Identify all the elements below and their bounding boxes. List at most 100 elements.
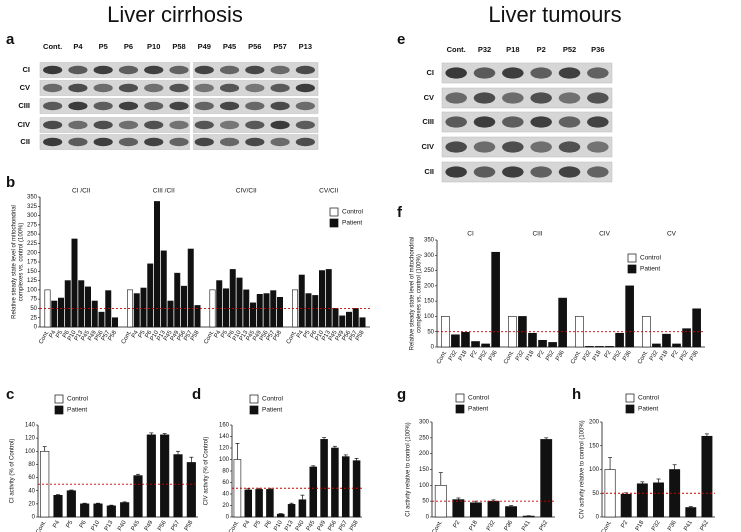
x-tick-label: P58 (184, 519, 195, 532)
blot-lane-label: P36 (591, 45, 604, 54)
x-tick-label: P18 (592, 349, 603, 362)
blot-lane-label: P13 (299, 42, 312, 51)
blot-band (270, 65, 290, 75)
blot-band (270, 120, 290, 130)
y-tick-label: 0 (34, 325, 38, 331)
bar (522, 515, 535, 518)
blot-row-label: CII (20, 137, 30, 146)
x-tick-label: P4 (213, 329, 222, 339)
y-tick-label: 80 (222, 469, 229, 475)
legend-label: Control (262, 396, 284, 403)
bar (320, 439, 328, 518)
blot-band (473, 67, 496, 79)
blot-row-label: CI (427, 68, 435, 77)
blot-band (530, 116, 552, 128)
bar (146, 434, 156, 518)
bar (244, 489, 253, 518)
bar (80, 503, 90, 518)
blot-band (118, 120, 139, 130)
bar (71, 238, 78, 328)
y-tick-label: 50 (592, 491, 599, 497)
blot-row-label: CIII (18, 101, 30, 110)
y-tick-label: 200 (424, 283, 435, 289)
x-tick-label: P56 (327, 519, 338, 532)
y-axis-label: CI activity (% of Control) (10, 439, 16, 504)
legend-swatch (625, 404, 635, 414)
x-tick-label: P18 (659, 349, 670, 362)
y-tick-label: 100 (589, 467, 600, 473)
y-tick-label: 200 (27, 250, 38, 256)
x-tick-label: Cont. (503, 350, 516, 366)
bar (558, 297, 567, 348)
x-tick-label: P2 (620, 519, 629, 529)
panel-letter: f (397, 204, 403, 221)
bar (332, 308, 339, 328)
x-tick-label: P5 (66, 519, 75, 529)
x-tick-label: P52 (679, 349, 690, 362)
blot-band (587, 166, 609, 178)
x-tick-label: P40 (117, 519, 128, 532)
y-axis-label: Relative steady state level of mitochond… (410, 237, 416, 351)
blot-band (295, 83, 315, 93)
bar (93, 503, 103, 518)
blot-band (502, 116, 524, 128)
blot-band (194, 65, 214, 75)
x-tick-label: P52 (545, 349, 556, 362)
y-tick-label: 60 (222, 480, 229, 486)
bar (112, 317, 119, 328)
blot-band (219, 120, 240, 130)
y-tick-label: 100 (25, 449, 36, 455)
bar (120, 502, 130, 518)
x-tick-label: P2 (537, 349, 546, 359)
bar (318, 270, 325, 328)
blot-band (587, 116, 609, 128)
x-tick-label: P2 (453, 519, 462, 529)
legend-swatch (627, 253, 637, 263)
x-tick-label: P41 (521, 519, 532, 532)
bar (181, 285, 188, 328)
blot-lane-label: P52 (563, 45, 576, 54)
blot-band (43, 120, 63, 130)
legend-swatch (329, 218, 339, 228)
blot-band (194, 120, 214, 130)
x-tick-label: P13 (74, 329, 85, 342)
bar (186, 462, 196, 518)
y-tick-label: 200 (419, 451, 430, 457)
blot-band (502, 92, 524, 104)
x-tick-label: P4 (52, 519, 61, 529)
bar (471, 341, 480, 348)
bar (276, 513, 285, 518)
blot-band (245, 101, 265, 111)
y-tick-label: 175 (27, 260, 38, 266)
x-tick-label: P6 (264, 519, 273, 529)
bar (701, 435, 713, 518)
bar (508, 316, 517, 348)
bar (653, 482, 664, 518)
x-tick-label: P49 (144, 519, 155, 532)
bar (57, 297, 64, 328)
blot-band (118, 65, 139, 75)
blot-band (169, 83, 189, 93)
y-tick-label: 225 (27, 241, 38, 247)
x-tick-label: P18 (635, 519, 646, 532)
x-tick-label: P58 (190, 329, 201, 342)
bar (276, 296, 283, 328)
y-tick-label: 120 (219, 446, 230, 452)
blot-strip (441, 62, 613, 84)
y-tick-label: 275 (27, 222, 38, 228)
heading: Liver tumours (488, 2, 621, 27)
x-tick-label: Cont. (228, 520, 241, 532)
bar (548, 342, 557, 348)
x-tick-label: P57 (338, 519, 349, 532)
y-tick-label: 60 (28, 475, 35, 481)
y-tick-label: 80 (28, 462, 35, 468)
bar (585, 346, 594, 348)
x-tick-label: P49 (252, 329, 263, 342)
x-tick-label: P56 (94, 329, 105, 342)
blot-band (68, 101, 88, 111)
bar (528, 332, 537, 348)
bar (66, 490, 76, 518)
blot-lane-label: P49 (198, 42, 211, 51)
blot-gap (190, 55, 193, 157)
blot-lane-label: P5 (99, 42, 108, 51)
